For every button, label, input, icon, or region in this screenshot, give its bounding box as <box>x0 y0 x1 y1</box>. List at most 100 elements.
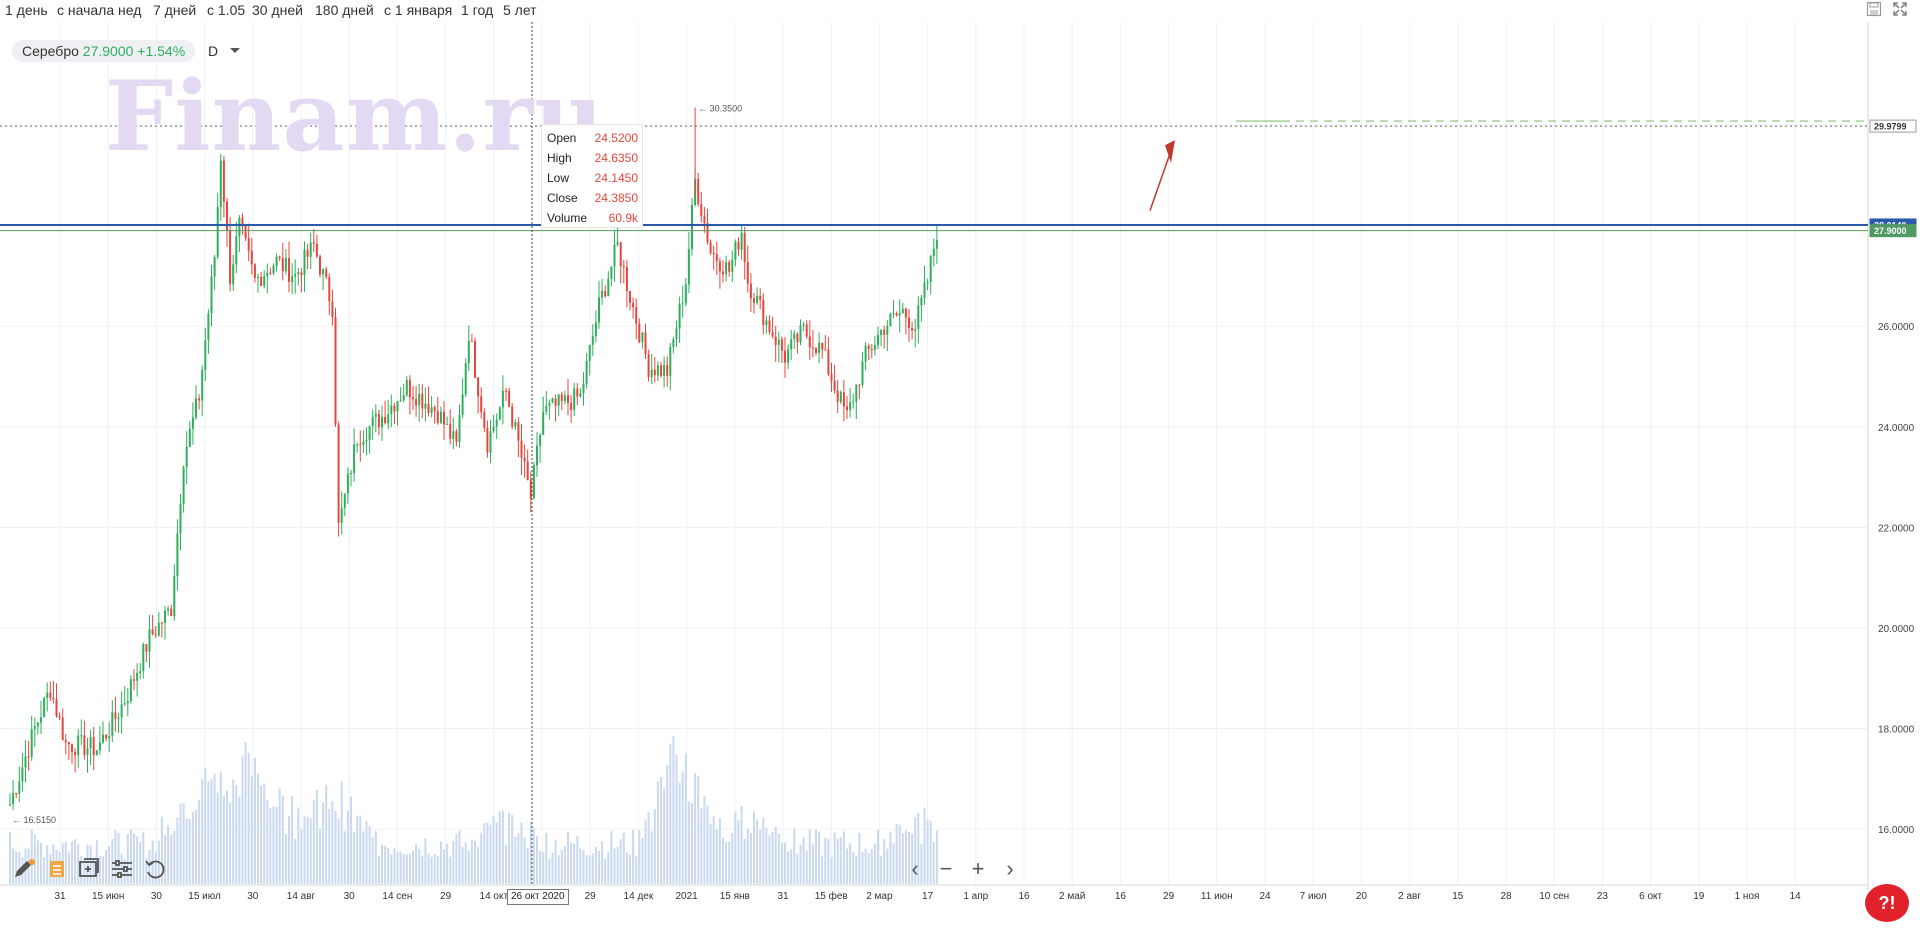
candle-body <box>653 369 656 376</box>
period-select[interactable]: D <box>208 43 219 59</box>
range-5-years[interactable]: 5 лет <box>503 2 537 18</box>
candle-body <box>523 457 526 462</box>
candle-body <box>492 426 495 432</box>
candle-body <box>455 431 458 442</box>
volume-bar <box>229 802 232 884</box>
candle-body <box>799 325 802 343</box>
volume-bar <box>340 781 343 884</box>
candle-body <box>350 473 352 475</box>
candle-body <box>489 431 492 453</box>
candle-body <box>573 388 576 410</box>
candle-body <box>663 365 666 376</box>
candle-body <box>808 336 811 348</box>
volume-bar <box>114 830 117 884</box>
candle-body <box>681 303 684 305</box>
volume-bar <box>284 833 287 884</box>
range-week-start[interactable]: с начала нед <box>57 2 142 18</box>
candle-body <box>319 256 321 275</box>
range-ytd[interactable]: с 1 января <box>384 2 453 18</box>
pencil-icon[interactable] <box>10 856 36 882</box>
range-1-day[interactable]: 1 день <box>5 2 48 18</box>
volume-bar <box>532 827 535 884</box>
candle-body <box>632 302 635 308</box>
candle-body <box>687 249 690 285</box>
tooltip-open-value: 24.5200 <box>594 131 638 145</box>
reset-icon[interactable] <box>142 856 168 882</box>
range-7-days[interactable]: 7 дней <box>153 2 197 18</box>
volume-bar <box>697 775 700 884</box>
candle-body <box>151 629 154 635</box>
volume-bar <box>117 832 120 884</box>
volume-bar <box>257 773 259 884</box>
volume-bar <box>675 754 678 884</box>
candle-body <box>532 465 535 499</box>
volume-bar <box>796 853 799 884</box>
range-180-days[interactable]: 180 дней <box>315 2 374 18</box>
volume-bar <box>64 841 67 884</box>
candle-body <box>284 258 287 272</box>
range-30-days[interactable]: 30 дней <box>252 2 303 18</box>
volume-bar <box>932 841 935 884</box>
x-tick-label: 14 авг <box>287 891 316 902</box>
volume-bar <box>520 822 523 884</box>
fullscreen-icon[interactable] <box>1892 1 1910 19</box>
settings-sliders-icon[interactable] <box>109 856 135 882</box>
ohlc-tooltip: Open 24.5200 High 24.6350 Low 24.1450 Close… <box>541 124 643 228</box>
volume-bar <box>656 781 659 884</box>
volume-bar <box>402 854 405 884</box>
instrument-legend[interactable]: Серебро 27.9000 +1.54% <box>12 40 196 62</box>
candle-body <box>421 393 424 409</box>
candle-body <box>622 266 625 268</box>
volume-bar <box>802 837 805 884</box>
zoom-in-icon[interactable]: + <box>971 856 985 881</box>
candle-body <box>235 236 238 265</box>
candle-body <box>272 266 275 274</box>
scroll-left-icon[interactable]: ‹ <box>911 856 919 881</box>
candle-body <box>644 332 647 355</box>
volume-bar <box>71 841 73 884</box>
volume-bar <box>235 785 238 884</box>
volume-bar <box>607 852 610 884</box>
candle-body <box>548 402 551 406</box>
x-tick-label: 1 апр <box>963 891 988 902</box>
candle-body <box>613 244 616 267</box>
candle-body <box>281 257 284 272</box>
candle-body <box>904 308 907 318</box>
candle-body <box>728 262 731 272</box>
candle-body <box>712 253 715 255</box>
scroll-right-icon[interactable]: › <box>1006 856 1014 881</box>
volume-bar <box>495 822 498 884</box>
zoom-out-icon[interactable]: − <box>939 856 953 881</box>
volume-bar <box>570 842 573 884</box>
volume-bar <box>641 838 644 884</box>
volume-bar <box>92 858 95 884</box>
candle-body <box>61 717 64 741</box>
candle-body <box>660 365 662 376</box>
candle-body <box>883 329 886 335</box>
volume-bar <box>573 843 576 884</box>
x-tick-label: 31 <box>777 891 789 902</box>
watermark: Finam.ru <box>105 60 605 173</box>
volume-bar <box>700 808 703 884</box>
volume-bar <box>15 851 18 884</box>
candle-body <box>105 734 108 739</box>
add-indicator-icon[interactable] <box>76 856 102 882</box>
candle-body <box>551 398 554 403</box>
last-price: 27.9000 <box>82 43 134 59</box>
volume-bar <box>660 776 662 884</box>
volume-bar <box>303 816 306 884</box>
candle-body <box>328 277 331 302</box>
candle-body <box>322 269 325 275</box>
notes-icon[interactable] <box>44 856 70 882</box>
volume-bar <box>582 850 585 884</box>
candle-body <box>849 401 852 411</box>
range-1-year[interactable]: 1 год <box>461 2 494 18</box>
volume-bar <box>771 831 774 884</box>
volume-bar <box>247 752 250 884</box>
chevron-down-icon[interactable] <box>230 48 240 53</box>
save-icon[interactable] <box>1866 1 1884 19</box>
volume-bar <box>765 828 768 884</box>
range-from-1-05[interactable]: с 1.05 <box>207 2 246 18</box>
volume-bar <box>464 842 467 884</box>
help-button[interactable]: ?! <box>1865 884 1909 922</box>
